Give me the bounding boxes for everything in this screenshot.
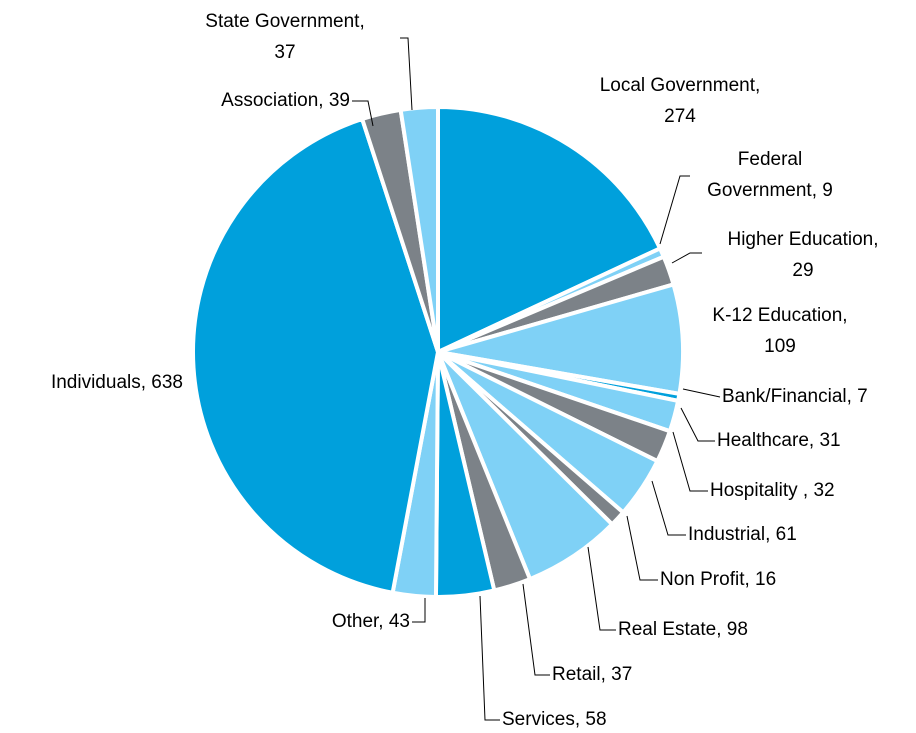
leader-line (680, 407, 715, 442)
label-line: 29 (792, 260, 813, 281)
data-label: Real Estate, 98 (618, 619, 748, 640)
label-line: 109 (764, 336, 796, 357)
label-line: Local Government, (600, 75, 761, 96)
data-label: Non Profit, 16 (660, 569, 776, 590)
leader-line (352, 100, 374, 127)
leader-line (659, 175, 690, 245)
pie-slice (436, 105, 663, 354)
label-line: 274 (664, 106, 696, 127)
data-label: Retail, 37 (552, 664, 632, 685)
data-label: K-12 Education, 109 (712, 305, 847, 357)
leader-line (682, 388, 721, 398)
leader-line (651, 480, 686, 536)
leader-line (412, 598, 426, 623)
leader-line (672, 431, 708, 492)
label-line: State Government, (205, 11, 364, 32)
leader-line (671, 252, 702, 264)
label-line: Higher Education, (727, 229, 878, 250)
data-label: Healthcare, 31 (717, 430, 841, 451)
label-line: Federal (738, 149, 802, 170)
data-label: Association, 39 (221, 90, 350, 111)
data-label: Industrial, 61 (688, 524, 797, 545)
data-label: Federal Government, 9 (707, 149, 833, 201)
label-line: K-12 Education, (712, 305, 847, 326)
pie-slice (398, 105, 440, 354)
leader-line (587, 546, 616, 631)
data-label: Hospitality , 32 (710, 480, 835, 501)
label-line: 37 (274, 42, 295, 63)
data-label: Bank/Financial, 7 (722, 386, 868, 407)
data-label: Local Government, 274 (600, 75, 761, 127)
data-label: Higher Education, 29 (727, 229, 878, 281)
label-line: Government, 9 (707, 180, 833, 201)
leader-line (479, 595, 500, 721)
leader-line (626, 515, 658, 581)
pie-slice (191, 117, 440, 595)
data-label: State Government, 37 (205, 11, 364, 63)
data-label: Services, 58 (502, 709, 607, 730)
data-label: Individuals, 638 (51, 372, 183, 393)
leader-line (522, 583, 550, 676)
data-label: Other, 43 (332, 611, 410, 632)
pie-slice (436, 282, 685, 396)
leader-line (400, 37, 413, 111)
